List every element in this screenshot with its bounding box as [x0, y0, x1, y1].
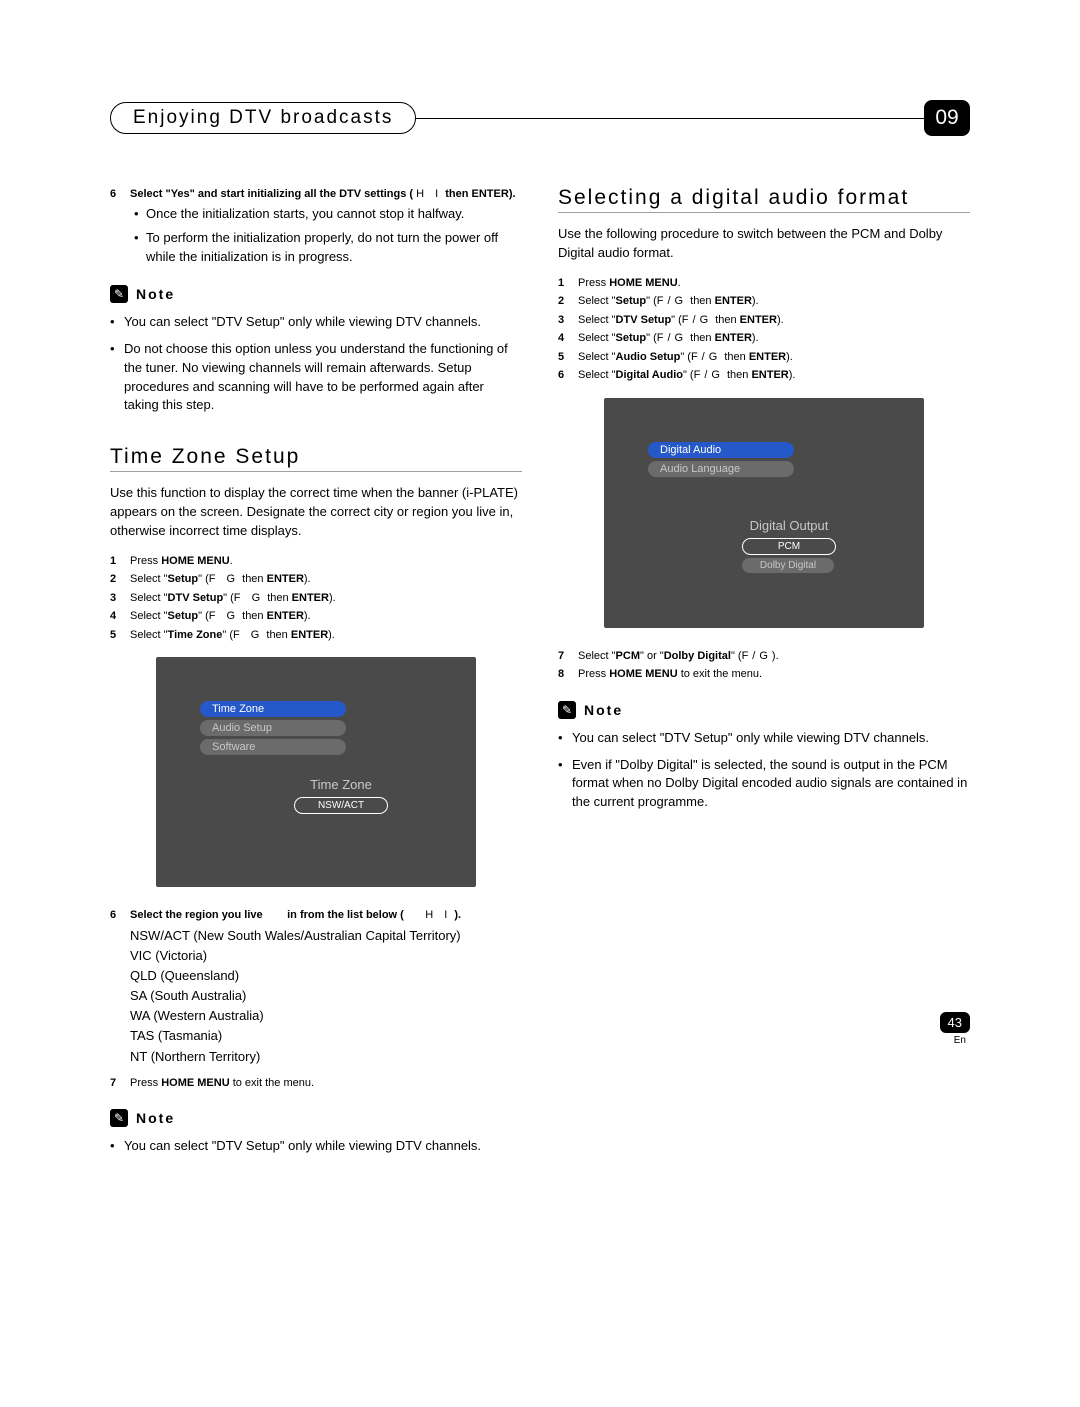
region-item: SA (South Australia) [130, 986, 522, 1006]
step-text: Press HOME MENU to exit the menu. [130, 1075, 522, 1092]
note-label: Note [584, 702, 623, 718]
step-text: Press HOME MENU. [130, 553, 522, 570]
step-number: 3 [110, 590, 130, 607]
page-footer: 43 En [558, 1012, 970, 1046]
sub-bullet: •To perform the initialization properly,… [134, 229, 522, 267]
region-item: NSW/ACT (New South Wales/Australian Capi… [130, 926, 522, 946]
left-column: 6 Select "Yes" and start initializing al… [110, 186, 522, 1164]
step-text: Select "PCM" or "Dolby Digital" (F/G). [578, 648, 970, 665]
regions-list: NSW/ACT (New South Wales/Australian Capi… [130, 926, 522, 1067]
note-header: ✎ Note [110, 1109, 522, 1127]
chapter-title: Enjoying DTV broadcasts [110, 102, 416, 134]
step-row: 1Press HOME MENU. [558, 275, 970, 292]
step-number: 5 [558, 349, 578, 366]
step-number: 2 [110, 571, 130, 588]
menu-item: Software [200, 739, 346, 755]
section-underline [110, 471, 522, 472]
header-rule [415, 118, 925, 119]
menu-item: Audio Setup [200, 720, 346, 736]
menu-item: Audio Language [648, 461, 794, 477]
step-text: Select "DTV Setup" (F G then ENTER). [130, 590, 522, 607]
step-row: 4Select "Setup" (F/G then ENTER). [558, 330, 970, 347]
step-number: 4 [110, 608, 130, 625]
note-bullet: •You can select "DTV Setup" only while v… [110, 1137, 522, 1156]
step-row: 3Select "DTV Setup" (F G then ENTER). [110, 590, 522, 607]
step-text: Press HOME MENU to exit the menu. [578, 666, 970, 683]
step-row: 6Select "Digital Audio" (F/G then ENTER)… [558, 367, 970, 384]
region-item: TAS (Tasmania) [130, 1026, 522, 1046]
section-underline [558, 212, 970, 213]
step-number: 4 [558, 330, 578, 347]
step-number: 5 [110, 627, 130, 644]
menu-subtitle: Digital Output [742, 518, 836, 533]
step-row: 1Press HOME MENU. [110, 553, 522, 570]
menu-option-selected: PCM [742, 538, 836, 555]
note-bullet: •You can select "DTV Setup" only while v… [558, 729, 970, 748]
step-row: 3Select "DTV Setup" (F/G then ENTER). [558, 312, 970, 329]
step-row: 2Select "Setup" (F/G then ENTER). [558, 293, 970, 310]
menu-option: Dolby Digital [742, 558, 834, 573]
section-intro: Use the following procedure to switch be… [558, 225, 970, 263]
section-heading: Time Zone Setup [110, 445, 522, 469]
step-row: 8 Press HOME MENU to exit the menu. [558, 666, 970, 683]
step-number: 2 [558, 293, 578, 310]
note-bullet: •You can select "DTV Setup" only while v… [110, 313, 522, 332]
step-text: Select "Digital Audio" (F/G then ENTER). [578, 367, 970, 384]
note-bullet: •Even if "Dolby Digital" is selected, th… [558, 756, 970, 813]
note-label: Note [136, 1110, 175, 1126]
step-text: Select the region you live in from the l… [130, 907, 522, 924]
region-item: VIC (Victoria) [130, 946, 522, 966]
chapter-header: Enjoying DTV broadcasts 09 [110, 100, 970, 136]
region-item: QLD (Queensland) [130, 966, 522, 986]
sub-bullet: •Once the initialization starts, you can… [134, 205, 522, 224]
step-number: 6 [110, 907, 130, 924]
step-row: 7 Select "PCM" or "Dolby Digital" (F/G). [558, 648, 970, 665]
step-row: 6 Select "Yes" and start initializing al… [110, 186, 522, 203]
step-text: Select "Yes" and start initializing all … [130, 186, 522, 203]
menu-item-active: Digital Audio [648, 442, 794, 458]
region-item: WA (Western Australia) [130, 1006, 522, 1026]
step-text: Press HOME MENU. [578, 275, 970, 292]
step-text: Select "DTV Setup" (F/G then ENTER). [578, 312, 970, 329]
menu-screenshot-audio: Digital Audio Audio Language Digital Out… [604, 398, 924, 628]
step-number: 1 [110, 553, 130, 570]
pencil-icon: ✎ [110, 285, 128, 303]
step-text: Select "Time Zone" (F G then ENTER). [130, 627, 522, 644]
chapter-number: 09 [924, 100, 970, 136]
step-number: 8 [558, 666, 578, 683]
section-heading: Selecting a digital audio format [558, 186, 970, 210]
step-number: 7 [558, 648, 578, 665]
note-header: ✎ Note [110, 285, 522, 303]
menu-screenshot-timezone: Time Zone Audio Setup Software Time Zone… [156, 657, 476, 887]
menu-item-active: Time Zone [200, 701, 346, 717]
pencil-icon: ✎ [558, 701, 576, 719]
step-text: Select "Setup" (F/G then ENTER). [578, 330, 970, 347]
pencil-icon: ✎ [110, 1109, 128, 1127]
note-bullet: •Do not choose this option unless you un… [110, 340, 522, 415]
step-row: 5Select "Audio Setup" (F/G then ENTER). [558, 349, 970, 366]
note-header: ✎ Note [558, 701, 970, 719]
region-item: NT (Northern Territory) [130, 1047, 522, 1067]
step-row: 2Select "Setup" (F G then ENTER). [110, 571, 522, 588]
page-number: 43 [940, 1012, 970, 1033]
section-intro: Use this function to display the correct… [110, 484, 522, 541]
menu-option-selected: NSW/ACT [294, 797, 388, 814]
step-row: 4Select "Setup" (F G then ENTER). [110, 608, 522, 625]
page-lang: En [558, 1035, 966, 1046]
step-number: 7 [110, 1075, 130, 1092]
step-row: 6 Select the region you live in from the… [110, 907, 522, 924]
step-row: 7 Press HOME MENU to exit the menu. [110, 1075, 522, 1092]
step-number: 1 [558, 275, 578, 292]
menu-subtitle: Time Zone [294, 777, 388, 792]
step-row: 5Select "Time Zone" (F G then ENTER). [110, 627, 522, 644]
step-text: Select "Audio Setup" (F/G then ENTER). [578, 349, 970, 366]
step-number: 6 [110, 186, 130, 203]
step-text: Select "Setup" (F/G then ENTER). [578, 293, 970, 310]
step-text: Select "Setup" (F G then ENTER). [130, 608, 522, 625]
right-column: Selecting a digital audio format Use the… [558, 186, 970, 1164]
note-label: Note [136, 286, 175, 302]
step-number: 3 [558, 312, 578, 329]
step-text: Select "Setup" (F G then ENTER). [130, 571, 522, 588]
step-number: 6 [558, 367, 578, 384]
